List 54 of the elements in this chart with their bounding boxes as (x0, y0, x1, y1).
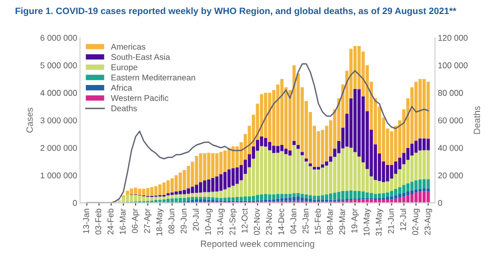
x-tick-label: 08-Mar (326, 208, 333, 234)
x-tick-label: 21-Sep (229, 208, 237, 235)
legend-label: Deaths (112, 105, 137, 112)
x-tick-label: 10-Aug (205, 208, 213, 235)
x-tick-label: 19-Apr (351, 208, 359, 233)
x-tick-label: 15-Feb (314, 208, 321, 234)
x-tick-label: 29-Mar (339, 208, 346, 234)
x-tick-label: 06-Apr (132, 208, 140, 234)
x-tick-label: 02-Aug (412, 208, 420, 235)
x-tick-label: 04-Jan (290, 208, 296, 234)
x-tick-label: 23-Nov (266, 208, 272, 235)
y-tick-label: 4 000 000 (40, 90, 77, 96)
x-tick-label: 31-May (376, 208, 384, 236)
x-tick-label: 10-May (364, 208, 372, 236)
legend-label: Africa (110, 84, 132, 91)
y-tick-label: 6 000 000 (40, 34, 77, 41)
legend-label: Western Pacific (110, 94, 168, 101)
y-tick-label: 5 000 000 (40, 62, 77, 68)
x-tick-label: 02-Nov (254, 208, 260, 235)
x-tick-label: 25-Jan (302, 208, 309, 234)
x-axis-title: Reported week commencing (201, 240, 314, 249)
y-tick-label: 2 000 000 (40, 144, 77, 151)
legend-label: South-East Asia (111, 54, 170, 60)
y2-tick-label: 60 000 (438, 117, 463, 124)
x-tick-label: 21-Jun (388, 208, 394, 234)
x-tick-label: 24-Feb (107, 208, 114, 234)
x-tick-label: 18-May (156, 208, 164, 236)
x-tick-label: 20-Jul (192, 208, 199, 231)
chart-title: Figure 1. COVID-19 cases reported weekly by WHO Region, and global deaths, as of 29 August 2021** (16, 7, 456, 16)
y2-axis-title: Deaths (473, 106, 480, 134)
y2-tick-label: 100 000 (438, 62, 468, 68)
y-axis-title: Cases (26, 108, 33, 133)
x-tick-label: 08-Jun (168, 208, 174, 234)
legend-label: Eastern Mediterranean (112, 74, 196, 80)
y2-tick-label: 120 000 (438, 34, 468, 41)
x-tick-label: 12-Jul (400, 208, 406, 230)
y2-tick-label: 80 000 (438, 90, 463, 96)
y2-tick-label: 0 (438, 200, 442, 206)
x-tick-label: 27-Apr (144, 208, 152, 233)
x-tick-label: 13-Jan (83, 208, 90, 234)
y-tick-label: 1 000 000 (40, 172, 77, 178)
y-tick-label: 0 (72, 200, 77, 206)
y-tick-label: 3 000 000 (40, 117, 77, 124)
x-tick-label: 12-Oct (242, 208, 248, 233)
x-tick-label: 14-Dec (278, 208, 284, 235)
x-tick-label: 16-Mar (120, 208, 126, 234)
x-tick-label: 29-Jun (180, 208, 187, 234)
y2-tick-label: 20 000 (438, 172, 463, 178)
legend-label: Europe (112, 64, 138, 72)
x-tick-label: 31-Aug (217, 208, 225, 235)
legend-label: Americas (110, 44, 146, 50)
x-tick-label: 03-Feb (95, 208, 102, 234)
x-tick-label: 23-Aug (424, 208, 432, 235)
y2-tick-label: 40 000 (438, 144, 463, 151)
